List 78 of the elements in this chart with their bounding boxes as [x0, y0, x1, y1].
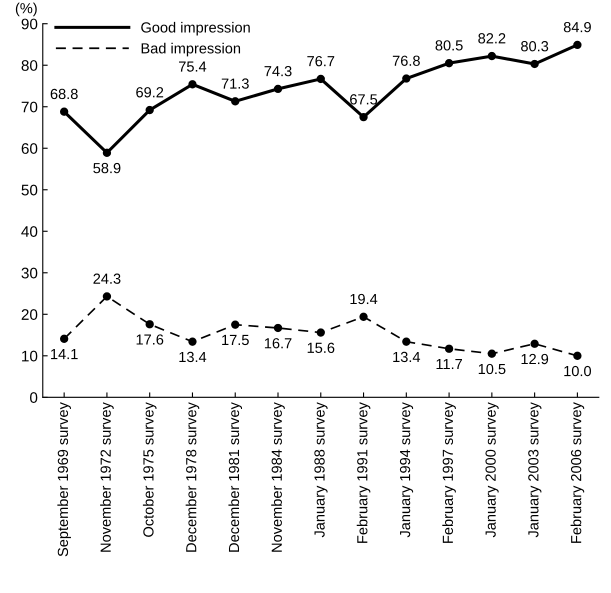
point	[188, 80, 197, 88]
legend-label: Good impression	[141, 22, 250, 36]
point	[146, 320, 154, 328]
y-tick-label: 80	[22, 60, 38, 71]
point	[530, 340, 539, 348]
data-label: 10.0	[564, 366, 592, 376]
data-label: 80.3	[521, 41, 548, 52]
x-tick-label: February 1997 survey	[442, 402, 456, 543]
y-tick-label: 0	[30, 392, 38, 403]
data-label: 10.5	[478, 364, 506, 374]
data-label: 16.7	[264, 338, 292, 348]
y-tick-label: 70	[22, 102, 38, 112]
data-label: 82.2	[478, 33, 506, 44]
data-label: 19.4	[350, 294, 378, 304]
legend-label: Bad impression	[142, 42, 240, 56]
point	[402, 74, 410, 83]
data-label: 11.7	[436, 359, 462, 370]
point	[274, 324, 282, 332]
x-tick-label: February 2006 survey	[570, 402, 584, 543]
point	[188, 338, 197, 346]
data-label: 75.4	[179, 62, 206, 72]
point	[488, 350, 496, 358]
x-tick-label: October 1975 survey	[142, 402, 156, 537]
x-tick-label: December 1978 survey	[186, 402, 200, 552]
point	[102, 292, 112, 301]
x-tick-label: January 2003 survey	[528, 402, 542, 538]
point	[274, 84, 282, 94]
data-label: 68.8	[50, 88, 78, 100]
point	[316, 328, 325, 337]
point	[359, 112, 368, 122]
data-label: 74.3	[264, 66, 292, 76]
data-label: 17.6	[136, 334, 164, 345]
point	[60, 108, 68, 116]
point	[530, 60, 539, 68]
data-label: 76.7	[307, 56, 334, 66]
data-label: 67.5	[350, 94, 378, 105]
point	[146, 106, 154, 114]
point	[402, 338, 410, 346]
y-tick-label: 10	[22, 350, 38, 362]
y-tick-label: 20	[22, 309, 38, 320]
point	[102, 148, 112, 157]
point	[60, 334, 68, 343]
data-label: 13.4	[393, 352, 420, 362]
data-label: 17.5	[222, 334, 249, 346]
y-tick-label: 60	[22, 143, 38, 154]
y-tick-label: 30	[22, 268, 38, 278]
point	[231, 97, 240, 106]
x-tick-label: November 1984 survey	[271, 402, 285, 552]
y-tick-label: 90	[22, 18, 38, 30]
data-label: 15.6	[308, 342, 334, 353]
point	[316, 74, 325, 84]
data-label: 84.9	[564, 22, 591, 32]
data-label: 14.1	[51, 349, 78, 360]
point	[573, 352, 582, 360]
x-tick-label: January 1988 survey	[314, 402, 328, 538]
y-tick-label: 50	[22, 184, 38, 196]
point	[444, 58, 454, 68]
data-label: 24.3	[93, 274, 120, 284]
data-label: 12.9	[522, 354, 548, 364]
data-label: 71.3	[222, 78, 249, 89]
data-label: 76.8	[392, 56, 420, 66]
point	[573, 40, 582, 50]
data-label: 13.4	[179, 352, 206, 362]
point	[444, 344, 454, 353]
y-axis-title: (%)	[16, 2, 37, 16]
data-label: 69.2	[136, 87, 164, 98]
data-label: 58.9	[93, 162, 120, 174]
x-tick-label: January 1994 survey	[400, 402, 414, 538]
x-tick-label: December 1981 survey	[228, 402, 242, 552]
point	[488, 52, 496, 60]
data-label: 80.5	[436, 40, 463, 51]
x-tick-label: January 2000 survey	[485, 402, 499, 538]
x-tick-label: September 1969 survey	[57, 402, 71, 556]
y-tick-label: 40	[21, 226, 38, 237]
point	[359, 312, 368, 321]
x-tick-label: November 1972 survey	[100, 402, 114, 552]
x-tick-label: February 1991 survey	[356, 402, 370, 543]
point	[231, 320, 240, 329]
